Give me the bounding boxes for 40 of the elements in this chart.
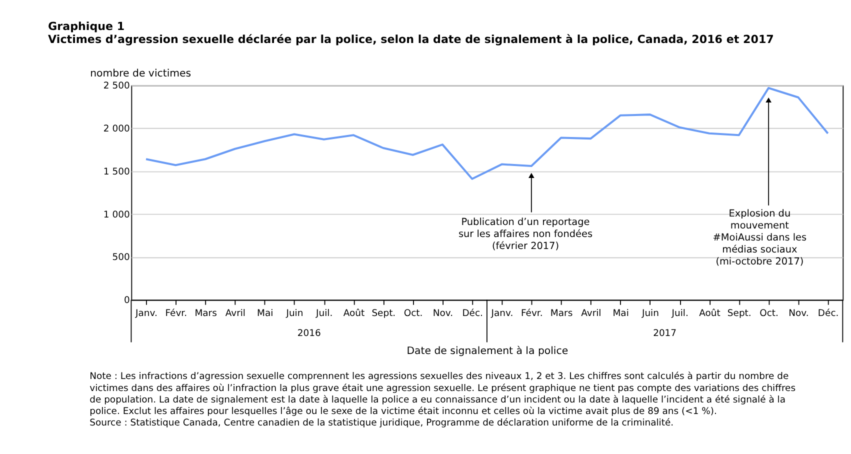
x-tick-label: Juin <box>285 308 304 319</box>
x-tick-label: Mai <box>612 308 629 319</box>
annotation: Publication d’un reportage sur les affaires non fondées (février 2017) <box>458 216 592 252</box>
text: 2017 <box>653 328 677 339</box>
y-tick-label: 1 000 <box>103 209 130 220</box>
x-tick-label: Juil. <box>315 308 333 319</box>
x-tick-label: Mars <box>194 308 218 319</box>
x-tick-label: Avril <box>225 308 246 319</box>
text: 2016 <box>297 328 321 339</box>
x-tick-label: Août <box>699 308 721 319</box>
x-tick-label: Sept. <box>372 308 396 319</box>
y-tick-label: 2 000 <box>103 124 130 135</box>
x-tick-label: Nov. <box>432 308 454 319</box>
x-tick-label: Janv. <box>490 308 514 319</box>
x-tick-label: Janv. <box>134 308 158 319</box>
annotation: Explosion du mouvement #MoiAussi dans les médias sociaux (mi-octobre 2017) <box>712 208 807 268</box>
x-tick-label: Déc. <box>462 308 483 319</box>
x-tick-label: Oct. <box>404 308 423 319</box>
chart-title: Graphique 1 <box>48 20 125 33</box>
y-tick-label: 2 500 <box>103 80 130 92</box>
x-tick-label: Nov. <box>788 308 809 319</box>
x-tick-label: Févr. <box>165 308 188 319</box>
x-tick-label: Sept. <box>727 308 752 319</box>
x-tick-label: Févr. <box>520 308 543 319</box>
y-tick-label: 500 <box>112 252 130 264</box>
y-tick-label: 1 500 <box>103 166 130 178</box>
chart-subtitle: Victimes d’agression sexuelle déclarée par la police, selon la date de signalement à la police, Canada, 2016 et 2017 <box>48 32 774 46</box>
x-tick-label: Juil. <box>670 308 688 319</box>
source-note: Source : Statistique Canada, Centre canadien de la statistique juridique, Programme de déclaration uniforme de la criminalité. <box>90 417 674 428</box>
x-tick-label: Juin <box>640 308 660 319</box>
x-tick-label: Août <box>343 308 366 319</box>
y-tick-label: 0 <box>124 295 130 306</box>
text: Note : Les infractions d’agression sexuelle comprennent les agressions sexuelles des niveaux 1, 2 et 3. Les chiffres sont calculés à partir du nombre de victimes dans des affaires où l’infraction la plus grave était une agression sexuelle. Le présent graphique ne tient pas compte des variations des chiffres de population. La date de signalement est la date à laquelle la police a eu connaissance d’un incident ou la date à laquelle l’incident a été signalé à la police. Exclut les affaires pour lesquelles l’âge ou le sexe de la victime était inconnu et celles où la victime avait plus de 89 ans (<1 %). <box>90 371 796 417</box>
x-tick-label: Mai <box>256 308 274 319</box>
x-tick-label: Oct. <box>760 308 778 319</box>
x-tick-label: Déc. <box>818 308 839 319</box>
x-axis-title: Date de signalement à la police <box>406 344 568 357</box>
x-tick-label: Avril <box>581 308 602 319</box>
x-tick-label: Mars <box>550 308 573 319</box>
y-axis-title: nombre de victimes <box>90 68 192 80</box>
